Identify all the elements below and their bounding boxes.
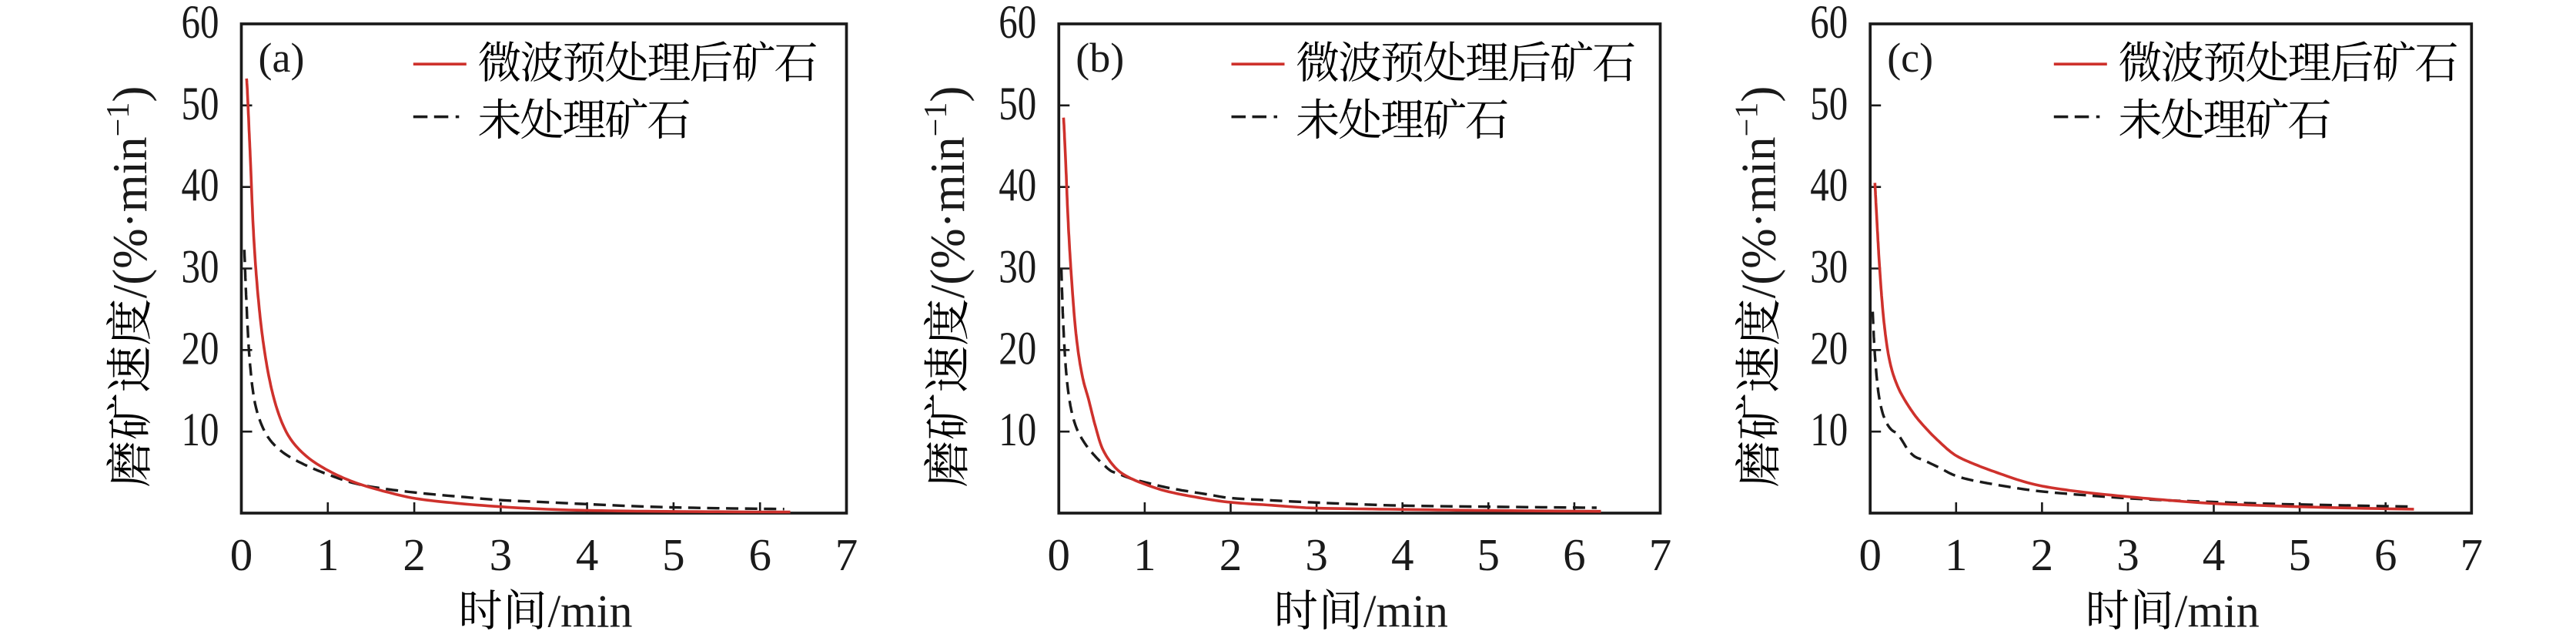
svg-text:10: 10 [1810, 404, 1848, 456]
svg-text:6: 6 [1563, 529, 1586, 580]
svg-text:7: 7 [835, 529, 858, 580]
svg-text:(c): (c) [1887, 35, 1933, 81]
svg-text:/min: /min [548, 586, 633, 637]
svg-text:50: 50 [182, 79, 219, 130]
svg-text:0: 0 [230, 529, 253, 580]
svg-text:4: 4 [576, 529, 599, 580]
svg-text:4: 4 [1391, 529, 1414, 580]
svg-text:6: 6 [2374, 529, 2397, 580]
svg-text:1: 1 [316, 529, 340, 580]
svg-text:2: 2 [2031, 529, 2054, 580]
svg-text:30: 30 [999, 242, 1036, 294]
svg-text:5: 5 [2288, 529, 2311, 580]
svg-text:3: 3 [490, 529, 513, 580]
svg-text:10: 10 [999, 404, 1036, 456]
svg-text:/min: /min [2175, 586, 2260, 637]
svg-text:1: 1 [1945, 529, 1968, 580]
svg-text:1: 1 [1133, 529, 1156, 580]
svg-text:60: 60 [182, 0, 219, 49]
svg-text:20: 20 [1810, 323, 1848, 374]
svg-text:(a): (a) [259, 35, 305, 81]
svg-text:6: 6 [748, 529, 771, 580]
svg-text:3: 3 [1305, 529, 1328, 580]
svg-text:(b): (b) [1076, 35, 1124, 81]
svg-text:60: 60 [999, 0, 1036, 49]
svg-text:30: 30 [1810, 242, 1848, 294]
svg-text:7: 7 [2461, 529, 2484, 580]
svg-text:0: 0 [1858, 529, 1882, 580]
svg-text:40: 40 [1810, 160, 1848, 212]
svg-text:10: 10 [182, 404, 219, 456]
svg-text:60: 60 [1810, 0, 1848, 49]
svg-text:50: 50 [1810, 79, 1848, 130]
svg-text:30: 30 [182, 242, 219, 294]
svg-text:20: 20 [999, 323, 1036, 374]
svg-text:0: 0 [1048, 529, 1071, 580]
svg-text:3: 3 [2116, 529, 2139, 580]
svg-text:40: 40 [182, 160, 219, 212]
svg-text:5: 5 [662, 529, 685, 580]
svg-text:5: 5 [1477, 529, 1500, 580]
svg-text:7: 7 [1649, 529, 1672, 580]
svg-text:4: 4 [2203, 529, 2226, 580]
svg-text:2: 2 [403, 529, 426, 580]
svg-text:50: 50 [999, 79, 1036, 130]
svg-text:40: 40 [999, 160, 1036, 212]
svg-text:20: 20 [182, 323, 219, 374]
svg-text:/min: /min [1363, 586, 1448, 637]
svg-text:2: 2 [1219, 529, 1243, 580]
